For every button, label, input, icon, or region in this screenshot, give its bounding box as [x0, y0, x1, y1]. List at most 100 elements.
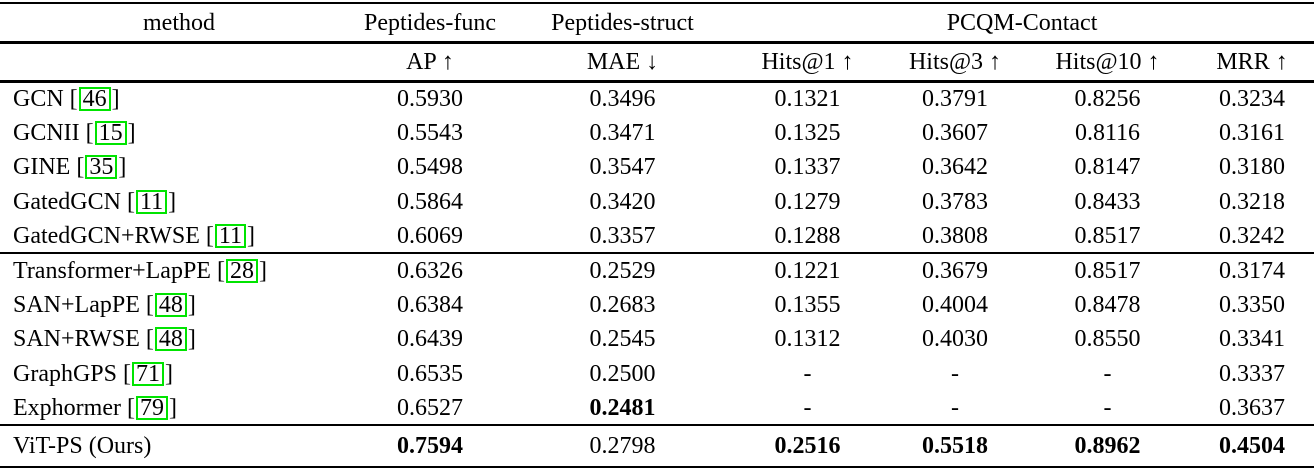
cell-hits1: 0.1321 — [774, 86, 841, 113]
method-name: GraphGPS — [13, 360, 118, 387]
table-header: method Peptides-func Peptides-struct PCQ… — [0, 3, 1314, 83]
method-name: Transformer+LapPE — [13, 258, 211, 285]
bracket-open: [ — [126, 394, 135, 421]
row-vit-ps-ours: ViT-PS (Ours) 0.7594 0.2798 0.2516 0.551… — [0, 425, 1314, 467]
row-gatedgcn-rwse: GatedGCN+RWSE[11] 0.6069 0.3357 0.1288 0… — [0, 219, 1314, 253]
method-name: SAN+LapPE — [13, 292, 140, 319]
cell-hits10: 0.8433 — [1074, 188, 1141, 215]
col-header-empty — [0, 42, 345, 83]
cell-hits3: 0.3791 — [922, 86, 988, 113]
row-transformer-lappe: Transformer+LapPE[28] 0.6326 0.2529 0.12… — [0, 253, 1314, 287]
cell-hits3: 0.3679 — [922, 258, 988, 285]
citation-link-79[interactable]: 79 — [135, 395, 168, 420]
bracket-close: ] — [165, 360, 174, 387]
bracket-open: [ — [205, 222, 214, 249]
bracket-open: [ — [85, 120, 94, 147]
cell-hits1: 0.1279 — [774, 188, 841, 215]
col-header-peptides-struct: Peptides-struct — [515, 3, 730, 44]
citation-link-48[interactable]: 48 — [154, 327, 187, 352]
transformer-methods-group: Transformer+LapPE[28] 0.6326 0.2529 0.12… — [0, 253, 1314, 425]
col-header-mae: MAE ↓ — [515, 42, 730, 83]
bracket-close: ] — [168, 188, 177, 215]
cell-hits10: - — [1103, 360, 1112, 387]
citation-link-71[interactable]: 71 — [132, 361, 165, 386]
row-graphgps: GraphGPS[71] 0.6535 0.2500 - - - 0.3337 — [0, 357, 1314, 391]
cell-hits10: 0.8517 — [1074, 258, 1141, 285]
row-gine: GINE[35] 0.5498 0.3547 0.1337 0.3642 0.8… — [0, 150, 1314, 184]
dataset-header-row: method Peptides-func Peptides-struct PCQ… — [0, 3, 1314, 44]
cell-hits10: 0.8478 — [1074, 292, 1141, 319]
cell-hits3-best: 0.5518 — [922, 433, 988, 460]
method-name: ViT-PS (Ours) — [13, 433, 152, 460]
cell-mrr: 0.3174 — [1219, 258, 1286, 285]
cell-mrr: 0.3350 — [1219, 292, 1286, 319]
cell-hits3: 0.3808 — [922, 222, 988, 249]
citation-link-15[interactable]: 15 — [94, 121, 127, 146]
citation-link-35[interactable]: 35 — [85, 155, 118, 180]
cell-hits3: 0.3783 — [922, 188, 988, 215]
citation-link-28[interactable]: 28 — [225, 259, 258, 284]
cell-mae: 0.2500 — [589, 360, 656, 387]
cell-hits10: 0.8550 — [1074, 326, 1141, 353]
cell-mae: 0.3496 — [589, 86, 656, 113]
cell-ap: 0.6535 — [397, 360, 463, 387]
cell-hits3: - — [951, 360, 959, 387]
cell-mae: 0.2798 — [589, 433, 656, 460]
cell-ap: 0.5930 — [397, 86, 463, 113]
cell-mae-best: 0.2481 — [589, 394, 656, 421]
cell-mae: 0.3357 — [589, 222, 656, 249]
col-header-pcqm-contact: PCQM-Contact — [730, 3, 1314, 44]
cell-mrr-best: 0.4504 — [1219, 433, 1286, 460]
cell-hits1-best: 0.2516 — [774, 433, 841, 460]
cell-hits1: 0.1325 — [774, 120, 841, 147]
citation-link-11[interactable]: 11 — [214, 223, 246, 248]
cell-hits10-best: 0.8962 — [1074, 433, 1141, 460]
cell-hits3: 0.3642 — [922, 154, 988, 181]
cell-hits3: 0.3607 — [922, 120, 988, 147]
cell-ap: 0.5543 — [397, 120, 463, 147]
col-header-peptides-func: Peptides-func — [345, 3, 515, 44]
row-exphormer: Exphormer[79] 0.6527 0.2481 - - - 0.3637 — [0, 391, 1314, 425]
cell-hits1: 0.1221 — [774, 258, 841, 285]
method-name: GCNII — [13, 120, 80, 147]
cell-mrr: 0.3337 — [1219, 360, 1286, 387]
bracket-open: [ — [69, 86, 78, 113]
bracket-close: ] — [258, 258, 267, 285]
cell-mae: 0.2545 — [589, 326, 656, 353]
cell-ap: 0.6384 — [397, 292, 463, 319]
bracket-open: [ — [216, 258, 225, 285]
cell-hits10: 0.8517 — [1074, 222, 1141, 249]
cell-mrr: 0.3161 — [1219, 120, 1286, 147]
cell-hits3: 0.4004 — [922, 292, 988, 319]
row-san-lappe: SAN+LapPE[48] 0.6384 0.2683 0.1355 0.400… — [0, 288, 1314, 322]
method-name: GCN — [13, 86, 64, 113]
citation-link-46[interactable]: 46 — [78, 87, 111, 112]
cell-hits1: 0.1288 — [774, 222, 841, 249]
bracket-open: [ — [123, 360, 132, 387]
cell-ap: 0.6326 — [397, 258, 463, 285]
cell-hits1: - — [803, 360, 812, 387]
cell-ap: 0.5498 — [397, 154, 463, 181]
col-header-method: method — [0, 3, 345, 44]
cell-hits1: 0.1355 — [774, 292, 841, 319]
row-gcn: GCN[46] 0.5930 0.3496 0.1321 0.3791 0.82… — [0, 82, 1314, 116]
col-header-hits3: Hits@3 ↑ — [885, 42, 1025, 83]
method-name: GatedGCN — [13, 188, 121, 215]
cell-mae: 0.3471 — [589, 120, 656, 147]
cell-hits10: 0.8116 — [1074, 120, 1141, 147]
cell-hits10: - — [1103, 394, 1112, 421]
bracket-close: ] — [246, 222, 255, 249]
bracket-close: ] — [187, 292, 196, 319]
citation-link-48[interactable]: 48 — [154, 293, 187, 318]
col-header-hits1: Hits@1 ↑ — [730, 42, 885, 83]
row-gatedgcn: GatedGCN[11] 0.5864 0.3420 0.1279 0.3783… — [0, 185, 1314, 219]
citation-link-11[interactable]: 11 — [135, 189, 168, 214]
metric-header-row: AP ↑ MAE ↓ Hits@1 ↑ Hits@3 ↑ Hits@10 ↑ M… — [0, 42, 1314, 83]
mpnn-methods-group: GCN[46] 0.5930 0.3496 0.1321 0.3791 0.82… — [0, 82, 1314, 254]
cell-mrr: 0.3180 — [1219, 154, 1286, 181]
cell-ap: 0.6069 — [397, 222, 463, 249]
cell-ap: 0.6439 — [397, 326, 463, 353]
bracket-close: ] — [187, 326, 196, 353]
